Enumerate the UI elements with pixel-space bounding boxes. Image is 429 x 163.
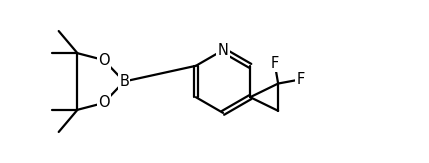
Text: O: O	[98, 52, 109, 67]
Text: N: N	[218, 43, 229, 58]
Text: F: F	[296, 72, 305, 87]
Text: O: O	[98, 96, 109, 111]
Text: F: F	[271, 56, 279, 71]
Text: B: B	[119, 74, 129, 89]
